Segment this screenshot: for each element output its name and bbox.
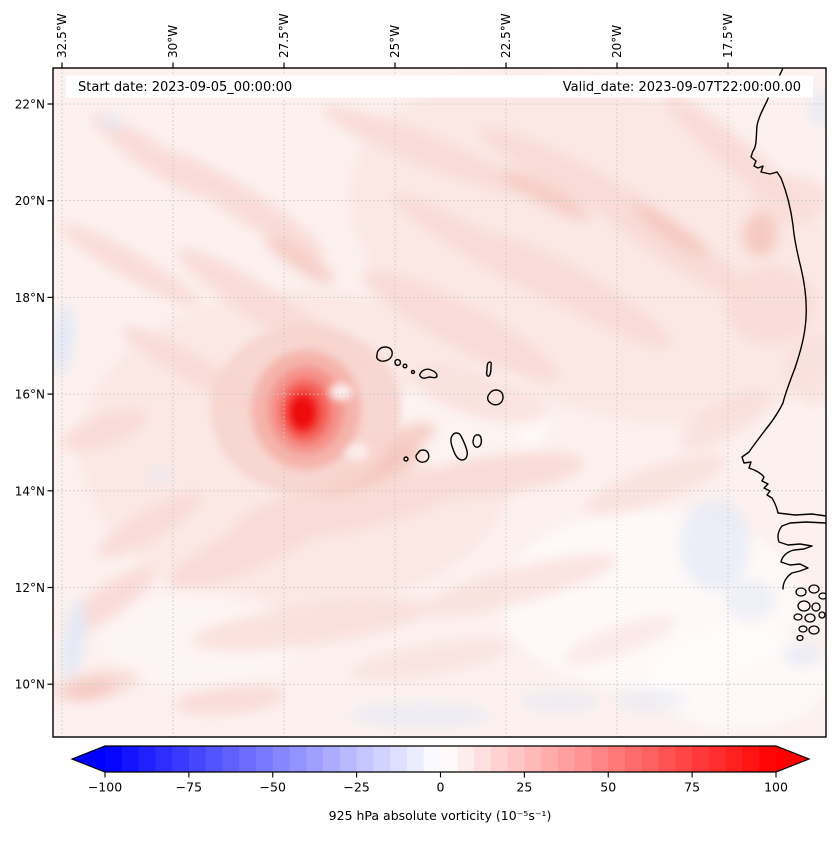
colorbar-tick-label: 25 (516, 780, 532, 795)
colorbar-segment (490, 746, 509, 772)
colorbar: −100 −75 −50 −25 0 25 50 75 100 925 hPa absolute… (70, 745, 811, 823)
colorbar-segment (121, 746, 140, 772)
colorbar-segment (625, 746, 643, 772)
colorbar-segment (591, 746, 609, 772)
colorbar-segment (457, 746, 475, 772)
colorbar-segment (356, 746, 375, 772)
title-band (66, 75, 813, 98)
colorbar-segment (272, 746, 291, 772)
colorbar-tick-label: 100 (764, 780, 788, 795)
colorbar-segment (289, 746, 307, 772)
vortex-core (211, 325, 401, 495)
colorbar-segment (440, 746, 458, 772)
colorbar-segment (188, 746, 207, 772)
colorbar-segment (474, 746, 492, 772)
colorbar-segment (541, 746, 559, 772)
colorbar-segment (255, 746, 274, 772)
map-frame (52, 67, 827, 738)
lat-tick-label: 18°N (15, 291, 45, 305)
gridlines (53, 68, 826, 737)
colorbar-segment (675, 746, 693, 772)
lon-tick-label: 32.5°W (55, 13, 69, 58)
lat-tick-label: 16°N (15, 388, 45, 402)
colorbar-segment (239, 746, 257, 772)
colorbar-tick-label: −100 (88, 780, 122, 795)
colorbar-segment (759, 746, 777, 772)
valid-date-label: Valid_date: 2023-09-07T22:00:00.00 (563, 80, 801, 95)
lat-tick-label: 20°N (15, 194, 45, 208)
bijagos-islands (793, 584, 826, 642)
lon-tick-label: 30°W (166, 25, 180, 58)
colorbar-segment (524, 746, 542, 772)
colorbar-segment (423, 746, 442, 772)
colorbar-tick-label: −25 (343, 780, 369, 795)
colorbar-segment (507, 746, 526, 772)
colorbar-segment (205, 746, 224, 772)
lon-tick-label: 20°W (610, 25, 624, 58)
lat-tick-label: 22°N (15, 98, 45, 112)
colorbar-segment (306, 746, 324, 772)
colorbar-segment (172, 746, 190, 772)
colorbar-segment (323, 746, 341, 772)
lon-tick-label: 25°W (388, 25, 402, 58)
colorbar-segment (725, 746, 744, 772)
colorbar-tick-label: −75 (176, 780, 202, 795)
vorticity-bands (53, 75, 826, 730)
vorticity-field (53, 68, 826, 737)
colorbar-segment (708, 746, 727, 772)
colorbar-segment (373, 746, 391, 772)
colorbar-segment (608, 746, 626, 772)
colorbar-tick-label: 75 (684, 780, 700, 795)
colorbar-segment (658, 746, 677, 772)
colorbar-extend-min (72, 746, 105, 772)
lon-tick-label: 27.5°W (277, 13, 291, 58)
colorbar-segment (390, 746, 408, 772)
colorbar-tick-label: −50 (260, 780, 286, 795)
colorbar-label: 925 hPa absolute vorticity (10⁻⁵s⁻¹) (329, 808, 552, 823)
lat-tick-label: 10°N (15, 678, 45, 692)
lat-tick-label: 14°N (15, 484, 45, 498)
colorbar-segment (222, 746, 240, 772)
colorbar-segment (155, 746, 173, 772)
start-date-label: Start date: 2023-09-05_00:00:00 (78, 80, 292, 95)
colorbar-segment (641, 746, 660, 772)
colorbar-segment (742, 746, 760, 772)
colorbar-gradient (72, 746, 809, 772)
colorbar-segment (406, 746, 425, 772)
colorbar-segment (339, 746, 358, 772)
africa-coastline-south (777, 521, 826, 590)
colorbar-tick-label: 50 (600, 780, 616, 795)
colorbar-tick-label: 0 (437, 780, 445, 795)
colorbar-extend-max (776, 746, 809, 772)
colorbar-segment (557, 746, 576, 772)
colorbar-segment (692, 746, 710, 772)
axis-ticks: 32.5°W 30°W 27.5°W 25°W 22.5°W 20°W 17.5°W 22°N… (15, 13, 735, 691)
colorbar-segment (138, 746, 157, 772)
lon-tick-label: 22.5°W (499, 13, 513, 58)
lat-tick-label: 12°N (15, 581, 45, 595)
africa-coastline (741, 68, 826, 517)
colorbar-segment (574, 746, 593, 772)
lon-tick-label: 17.5°W (721, 13, 735, 58)
colorbar-segment (105, 746, 123, 772)
cape-verde-islands (376, 346, 504, 463)
colorbar-ticks: −100 −75 −50 −25 0 25 50 75 100 (88, 772, 788, 795)
